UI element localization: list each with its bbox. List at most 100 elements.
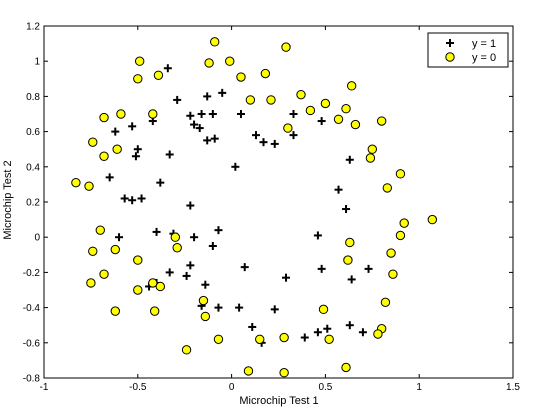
point-y0	[148, 278, 158, 288]
point-y0	[133, 74, 143, 84]
points-layer	[71, 37, 438, 378]
point-y0	[198, 295, 209, 306]
x-axis-label: Microchip Test 1	[239, 395, 318, 407]
point-y0	[367, 144, 377, 154]
point-y0	[365, 153, 376, 163]
x-tick-label: -0.5	[129, 382, 147, 393]
point-y0	[148, 109, 158, 119]
point-y0	[386, 248, 396, 258]
point-y0	[279, 332, 289, 343]
point-y0	[210, 37, 220, 47]
point-y0	[345, 237, 355, 248]
point-y0	[86, 278, 96, 288]
point-y1	[317, 117, 326, 126]
point-y0	[134, 56, 145, 66]
point-y1	[105, 173, 114, 182]
point-y0	[225, 56, 235, 66]
point-y0	[373, 329, 383, 339]
point-y1	[120, 194, 129, 203]
point-y1	[208, 110, 217, 118]
y-tick-label: 1.2	[26, 22, 40, 33]
point-y0	[236, 72, 246, 82]
point-y1	[128, 122, 137, 131]
point-y1	[186, 111, 195, 120]
point-y1	[115, 233, 124, 242]
legend-label: y = 0	[472, 52, 496, 64]
point-y1	[203, 136, 212, 145]
point-y1	[190, 120, 199, 129]
point-y0	[399, 218, 409, 228]
point-y0	[245, 95, 256, 105]
y-tick-label: 0	[34, 233, 40, 244]
point-y0	[88, 137, 98, 147]
y-tick-label: -0.8	[23, 374, 41, 385]
point-y0	[149, 306, 160, 316]
point-y1	[203, 92, 212, 101]
y-tick-label: -0.2	[23, 268, 41, 279]
point-y1	[313, 328, 322, 337]
point-y0	[341, 104, 351, 114]
point-y0	[110, 244, 120, 255]
point-y0	[395, 230, 406, 241]
y-tick-label: -0.4	[23, 303, 41, 314]
point-y0	[283, 123, 293, 133]
legend: y = 1 y = 0	[427, 32, 509, 68]
point-y1	[282, 273, 291, 282]
legend-box	[427, 32, 509, 68]
point-y0	[213, 334, 224, 344]
y-tick-label: 0.6	[26, 127, 40, 138]
y-tick-label: 1	[34, 57, 40, 68]
point-y0	[155, 281, 166, 292]
point-y0	[260, 68, 271, 79]
point-y1	[364, 264, 373, 273]
point-y0	[305, 105, 316, 116]
point-y0	[266, 95, 276, 105]
point-y0	[71, 177, 81, 188]
point-y0	[346, 81, 357, 91]
axes: -1 -0.5 0 0.5 1 1.5 -0.8 -0.6 -0.4 -0.2 0 0.2 0.4 0.6…	[23, 22, 521, 394]
point-y1	[201, 280, 210, 289]
point-y0	[181, 345, 192, 355]
point-y1	[300, 333, 309, 342]
point-y1	[137, 194, 146, 203]
point-y0	[204, 58, 214, 68]
point-y0	[170, 232, 181, 242]
y-axis-label: Microchip Test 2	[2, 160, 14, 239]
point-y1	[236, 110, 245, 118]
point-y1	[165, 150, 174, 159]
point-y1	[210, 134, 219, 143]
point-y0	[296, 89, 306, 100]
point-y1	[259, 138, 268, 147]
point-y1	[214, 226, 223, 235]
point-y1	[289, 131, 298, 140]
point-y1	[270, 139, 279, 148]
point-y1	[218, 88, 227, 97]
point-y1	[128, 196, 137, 205]
point-y0	[200, 311, 211, 322]
point-y1	[133, 145, 142, 154]
point-y0	[95, 225, 105, 235]
point-y0	[380, 297, 391, 308]
x-tick-label: 1	[416, 382, 422, 393]
point-y1	[317, 264, 326, 273]
point-y0	[172, 243, 182, 253]
point-y0	[281, 42, 291, 52]
point-y0	[395, 169, 406, 179]
point-y0	[84, 181, 94, 191]
point-y1	[313, 231, 322, 240]
point-y0	[388, 269, 398, 279]
x-tick-label: 1.5	[506, 382, 520, 393]
point-y1	[156, 178, 165, 187]
point-y0	[116, 109, 126, 119]
point-y1	[197, 110, 206, 118]
point-y0	[324, 334, 334, 344]
y-tick-label: -0.6	[23, 338, 41, 349]
point-y1	[208, 242, 217, 250]
point-y1	[358, 328, 367, 337]
point-y1	[186, 201, 195, 210]
point-y0	[99, 269, 109, 279]
point-y1	[251, 131, 260, 140]
x-tick-label: 0.5	[318, 382, 332, 393]
point-y1	[347, 275, 356, 284]
